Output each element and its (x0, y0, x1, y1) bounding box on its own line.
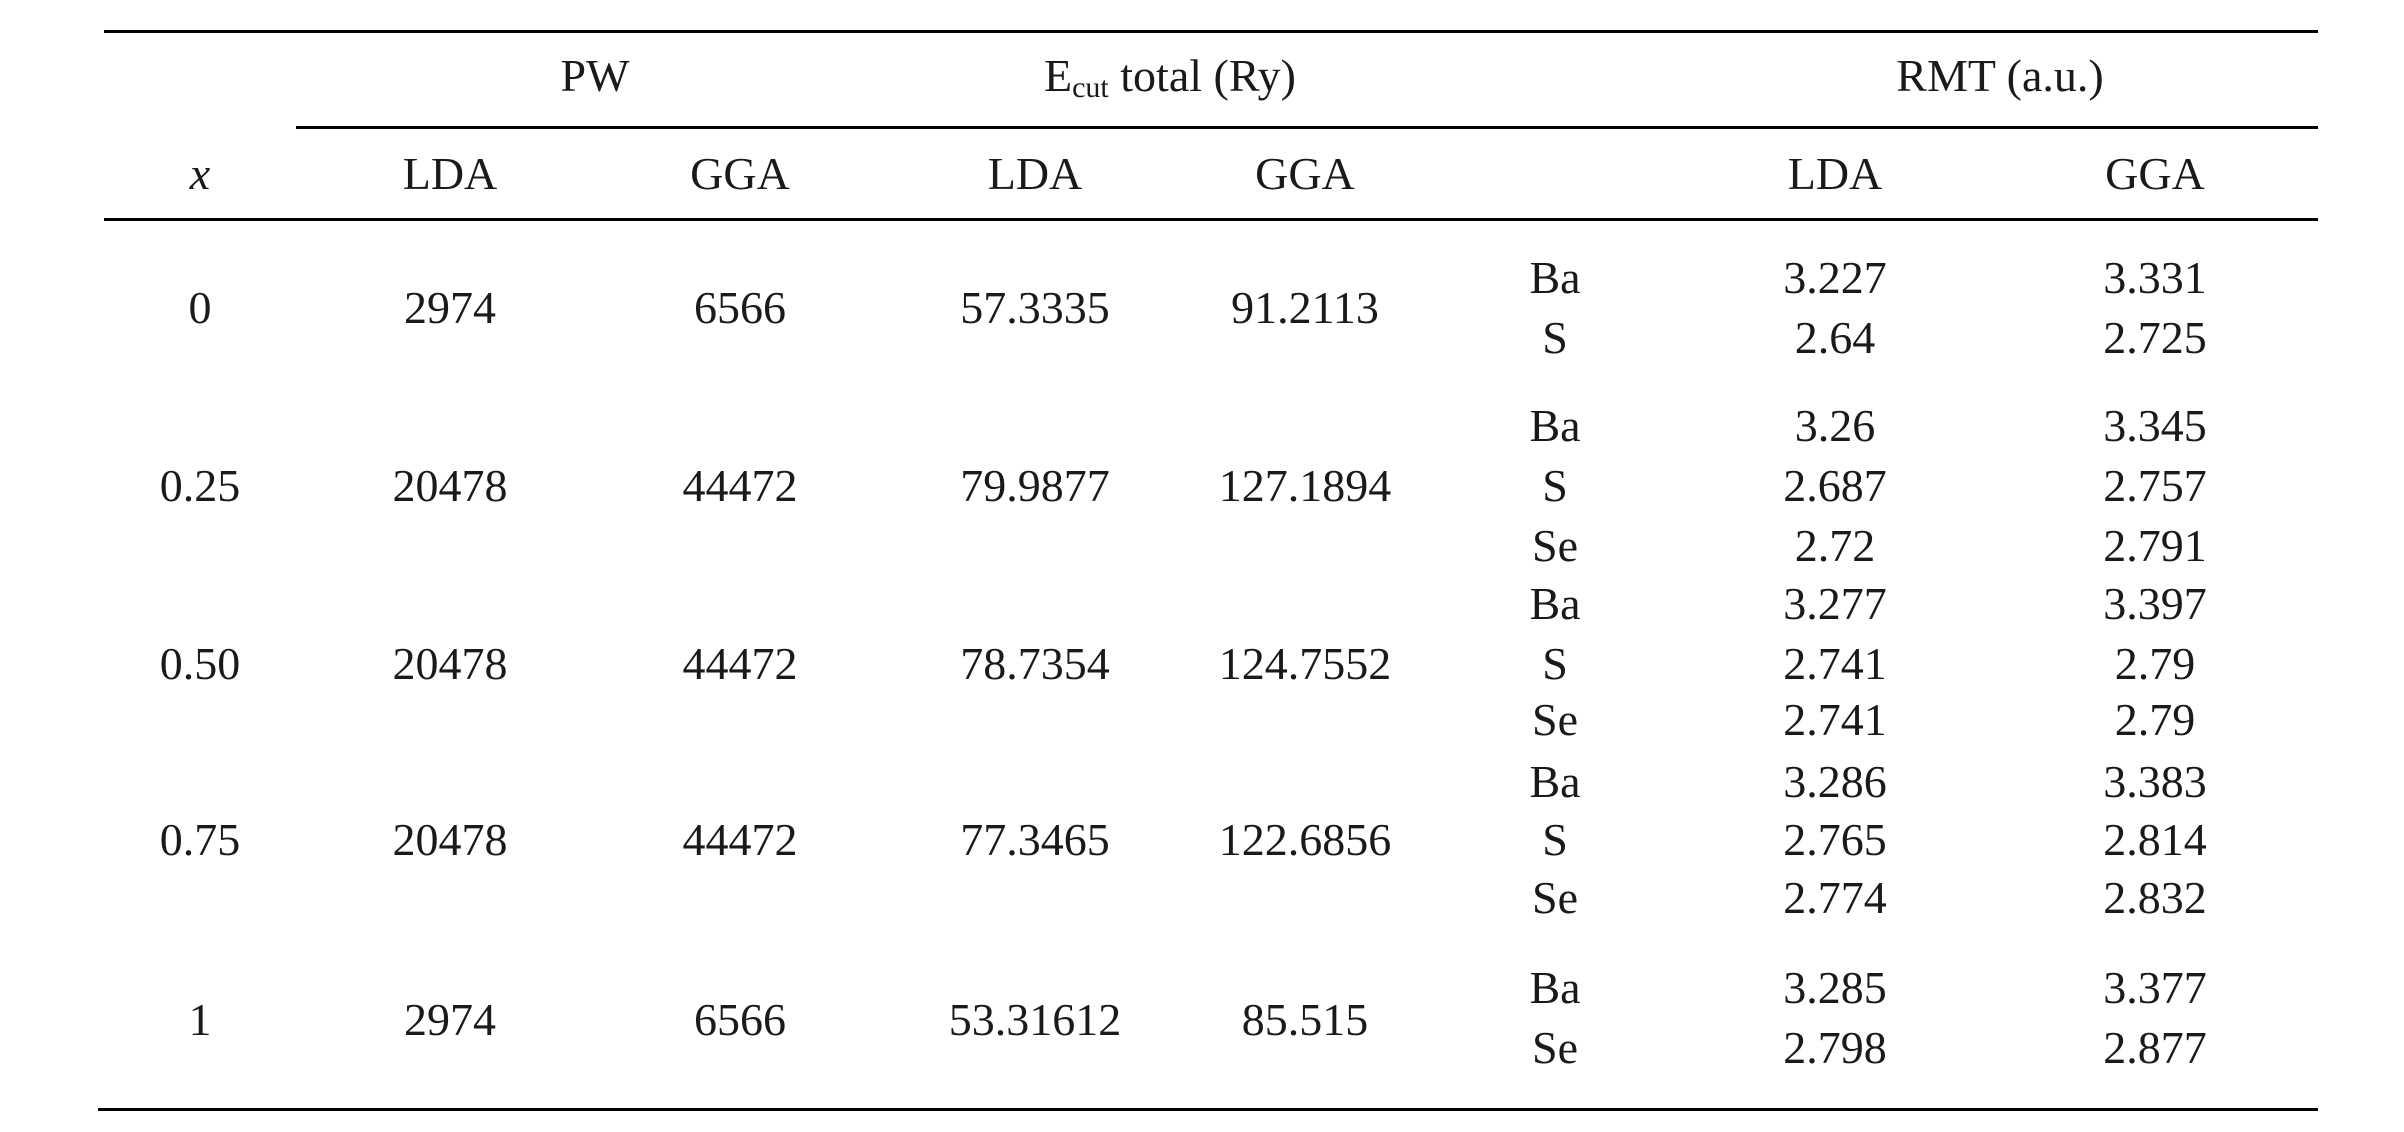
row-3-pw-lda: 20478 (392, 814, 508, 865)
header-ecut-rest: total (Ry) (1108, 50, 1296, 101)
row-0-atom-0-gga: 3.331 (2103, 252, 2207, 303)
row-4-atom-0: Ba (1529, 962, 1581, 1013)
row-3-atom-0: Ba (1529, 756, 1581, 807)
header-pw: PW (560, 50, 630, 101)
row-0-atom-0: Ba (1529, 252, 1581, 303)
row-2-pw-gga: 44472 (682, 638, 798, 689)
row-1-atom-2: Se (1532, 520, 1578, 571)
row-4-pw-lda: 2974 (404, 994, 496, 1045)
row-2-x: 0.50 (159, 638, 241, 689)
row-3-atom-2-gga: 2.832 (2103, 872, 2207, 923)
row-0-pw-lda: 2974 (404, 282, 496, 333)
row-4-atom-1-lda: 2.798 (1783, 1022, 1887, 1073)
row-2-atom-1: S (1542, 638, 1568, 689)
row-2-atom-0: Ba (1529, 578, 1581, 629)
row-1-x: 0.25 (159, 460, 241, 511)
row-4-pw-gga: 6566 (694, 994, 786, 1045)
row-2-atom-1-lda: 2.741 (1783, 638, 1887, 689)
row-3-atom-0-gga: 3.383 (2103, 756, 2207, 807)
row-0-ecut-gga: 91.2113 (1231, 282, 1379, 333)
header-ecut: Ecut total (Ry) (930, 46, 1410, 106)
header-rmt: RMT (a.u.) (1896, 50, 2104, 101)
row-3-atom-2-lda: 2.774 (1783, 872, 1887, 923)
row-0-atom-1: S (1542, 312, 1568, 363)
row-0-atom-0-lda: 3.227 (1783, 252, 1887, 303)
row-3-atom-0-lda: 3.286 (1783, 756, 1887, 807)
row-4-x: 1 (188, 994, 212, 1045)
row-4-atom-0-lda: 3.285 (1783, 962, 1887, 1013)
header-rmt-gga: GGA (2105, 148, 2205, 199)
row-2-atom-2-gga: 2.79 (2114, 694, 2196, 745)
row-1-atom-2-gga: 2.791 (2103, 520, 2207, 571)
row-1-ecut-lda: 79.9877 (960, 460, 1110, 511)
row-3-atom-1: S (1542, 814, 1568, 865)
row-2-ecut-lda: 78.7354 (960, 638, 1110, 689)
row-1-atom-1-lda: 2.687 (1783, 460, 1887, 511)
row-2-atom-2-lda: 2.741 (1783, 694, 1887, 745)
row-1-atom-2-lda: 2.72 (1794, 520, 1876, 571)
row-4-atom-1-gga: 2.877 (2103, 1022, 2207, 1073)
group-header-rule (296, 126, 2318, 129)
row-2-pw-lda: 20478 (392, 638, 508, 689)
row-0-ecut-lda: 57.3335 (960, 282, 1110, 333)
row-0-x: 0 (188, 282, 212, 333)
row-0-atom-1-gga: 2.725 (2103, 312, 2207, 363)
row-1-atom-0: Ba (1529, 400, 1581, 451)
row-0-pw-gga: 6566 (694, 282, 786, 333)
row-1-pw-gga: 44472 (682, 460, 798, 511)
row-3-atom-2: Se (1532, 872, 1578, 923)
row-4-atom-1: Se (1532, 1022, 1578, 1073)
row-1-pw-lda: 20478 (392, 460, 508, 511)
header-bottom-rule (104, 218, 2318, 221)
row-2-ecut-gga: 124.7552 (1218, 638, 1392, 689)
header-ecut-main: E (1044, 50, 1073, 101)
row-4-ecut-gga: 85.515 (1241, 994, 1369, 1045)
row-2-atom-2: Se (1532, 694, 1578, 745)
table-top-rule (104, 30, 2318, 33)
header-pw-lda: LDA (402, 148, 498, 199)
row-4-atom-0-gga: 3.377 (2103, 962, 2207, 1013)
row-4-ecut-lda: 53.31612 (948, 994, 1122, 1045)
header-x: x (189, 148, 211, 199)
table-bottom-rule (98, 1108, 2318, 1111)
row-0-atom-1-lda: 2.64 (1794, 312, 1876, 363)
row-1-atom-0-lda: 3.26 (1794, 400, 1876, 451)
row-3-ecut-lda: 77.3465 (960, 814, 1110, 865)
row-3-pw-gga: 44472 (682, 814, 798, 865)
row-1-atom-1: S (1542, 460, 1568, 511)
row-1-atom-1-gga: 2.757 (2103, 460, 2207, 511)
header-rmt-lda: LDA (1787, 148, 1883, 199)
row-3-atom-1-gga: 2.814 (2103, 814, 2207, 865)
row-3-x: 0.75 (159, 814, 241, 865)
row-2-atom-0-gga: 3.397 (2103, 578, 2207, 629)
header-pw-gga: GGA (690, 148, 790, 199)
row-2-atom-0-lda: 3.277 (1783, 578, 1887, 629)
header-ecut-lda: LDA (987, 148, 1083, 199)
header-ecut-sub: cut (1072, 71, 1109, 104)
row-1-atom-0-gga: 3.345 (2103, 400, 2207, 451)
header-ecut-gga: GGA (1255, 148, 1355, 199)
row-2-atom-1-gga: 2.79 (2114, 638, 2196, 689)
row-3-ecut-gga: 122.6856 (1218, 814, 1392, 865)
row-1-ecut-gga: 127.1894 (1218, 460, 1392, 511)
row-3-atom-1-lda: 2.765 (1783, 814, 1887, 865)
